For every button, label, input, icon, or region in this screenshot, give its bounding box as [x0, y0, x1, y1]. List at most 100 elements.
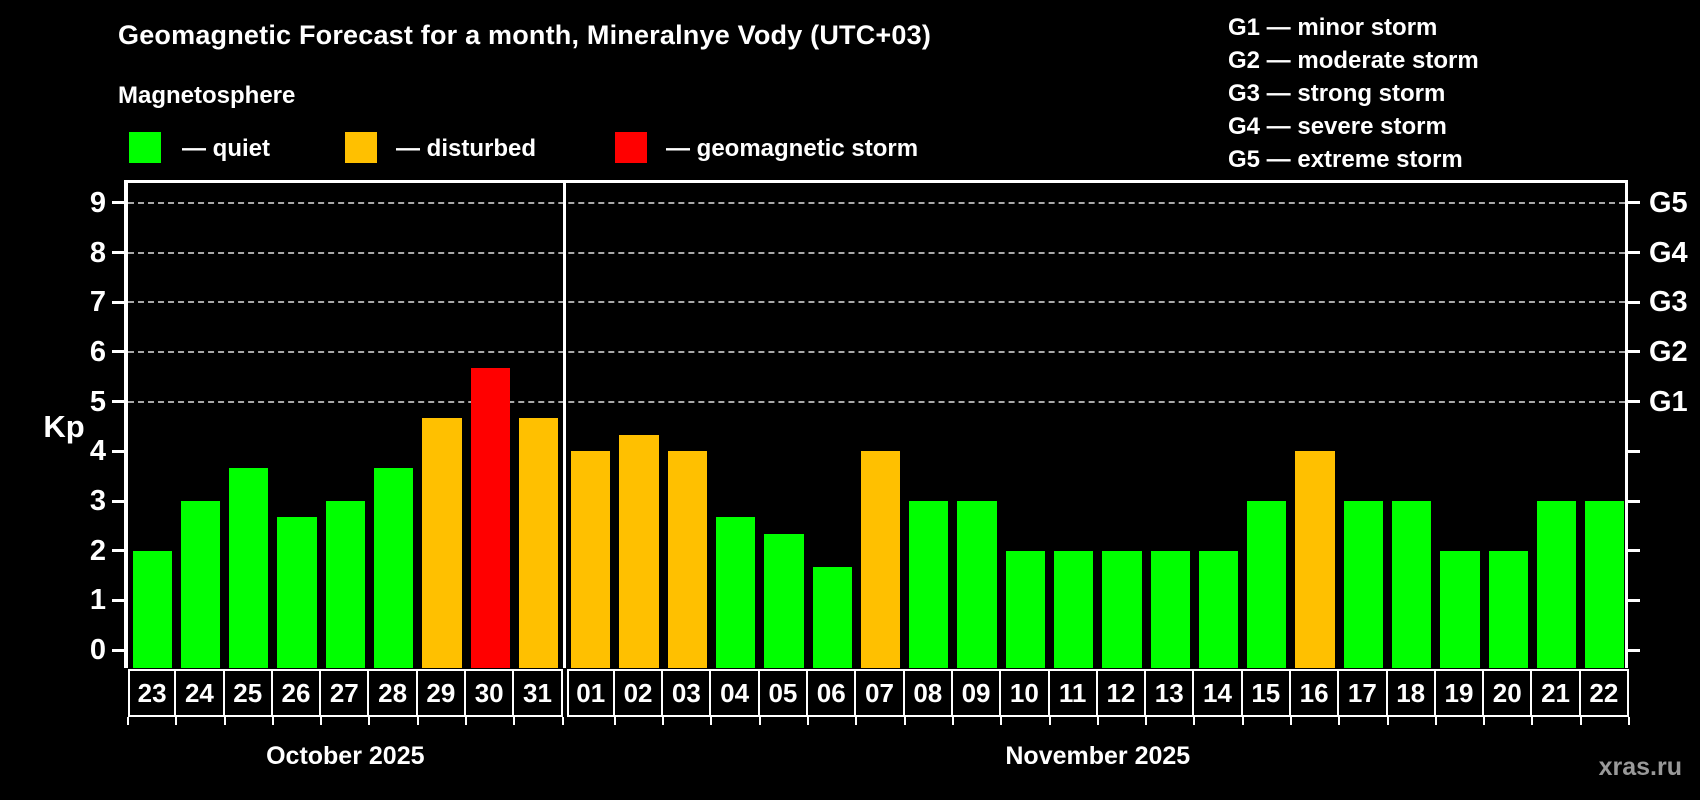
month-label-october: October 2025 [266, 742, 425, 770]
date-cell-02: 02 [612, 669, 664, 717]
gridline [128, 251, 1625, 254]
right-tick [1628, 400, 1640, 404]
kp-bar-31 [518, 418, 559, 668]
g-level-label-G1: G1 [1649, 385, 1688, 418]
bottom-tick [1338, 717, 1341, 725]
month-label-november: November 2025 [1005, 742, 1191, 770]
kp-bar-15 [1247, 501, 1287, 668]
right-tick [1628, 449, 1640, 453]
kp-bar-03 [667, 451, 707, 668]
g-level-label-G4: G4 [1649, 236, 1688, 269]
kp-bar-21 [1536, 501, 1577, 668]
kp-bar-29 [422, 418, 462, 668]
kp-bar-23 [132, 550, 172, 668]
kp-bar-18 [1392, 501, 1432, 668]
bottom-tick [1386, 717, 1389, 725]
right-tick [1628, 251, 1640, 255]
bottom-tick [613, 717, 616, 725]
date-cell-22: 22 [1578, 669, 1629, 717]
date-cell-05: 05 [757, 669, 809, 717]
date-cell-21: 21 [1530, 669, 1581, 717]
month-divider-line [562, 183, 566, 668]
y-tick [112, 549, 124, 553]
gridline [128, 301, 1625, 304]
kp-bar-07 [860, 451, 901, 668]
kp-bar-01 [571, 451, 611, 668]
kp-bar-27 [325, 501, 365, 668]
bottom-tick [1483, 717, 1486, 725]
date-cell-28: 28 [367, 669, 418, 717]
bottom-tick [1145, 717, 1148, 725]
bottom-tick [758, 717, 761, 725]
date-cell-23: 23 [128, 669, 177, 717]
kp-bar-05 [764, 534, 804, 668]
bottom-tick [807, 717, 810, 725]
storm-legend-swatch [615, 132, 647, 163]
date-cell-19: 19 [1433, 669, 1485, 717]
kp-bar-13 [1150, 550, 1190, 668]
right-tick [1628, 549, 1640, 553]
chart-title: Geomagnetic Forecast for a month, Minera… [118, 20, 932, 50]
kp-bar-28 [373, 467, 414, 668]
y-tick-label: 6 [89, 335, 106, 368]
kp-bar-19 [1440, 550, 1480, 668]
bottom-tick [1000, 717, 1003, 725]
y-tick-label: 1 [89, 584, 106, 617]
disturbed-legend-label: — disturbed [396, 135, 537, 162]
kp-bar-04 [715, 517, 756, 668]
y-tick-label: 2 [89, 534, 106, 567]
kp-bar-08 [909, 501, 949, 668]
date-cell-13: 13 [1144, 669, 1195, 717]
gridline [128, 400, 1625, 403]
y-tick [112, 598, 124, 602]
date-cell-03: 03 [661, 669, 712, 717]
kp-bar-12 [1102, 550, 1142, 668]
axis-right [1625, 180, 1628, 668]
y-tick [112, 499, 124, 503]
storm-legend-label: — geomagnetic storm [666, 135, 919, 162]
y-axis-title: Kp [43, 409, 85, 444]
date-cell-07: 07 [854, 669, 905, 717]
bottom-tick [1241, 717, 1244, 725]
kp-bar-11 [1054, 550, 1094, 668]
y-tick [112, 449, 124, 453]
bottom-tick [662, 717, 665, 725]
y-tick-label: 8 [89, 236, 106, 269]
right-tick [1628, 499, 1640, 503]
y-tick-label: 9 [89, 186, 106, 219]
bottom-tick [127, 717, 129, 725]
disturbed-legend-swatch [345, 132, 377, 163]
bottom-tick [1434, 717, 1437, 725]
date-cell-12: 12 [1095, 669, 1147, 717]
kp-bar-25 [229, 467, 269, 668]
y-tick-label: 4 [89, 435, 106, 468]
kp-bar-10 [1005, 550, 1045, 668]
right-tick [1628, 598, 1640, 602]
kp-bar-16 [1295, 451, 1335, 668]
watermark: xras.ru [1598, 753, 1682, 781]
bottom-tick [1628, 717, 1630, 725]
kp-bar-26 [277, 517, 317, 668]
g2-legend-line: G2 — moderate storm [1228, 47, 1479, 74]
y-tick [112, 251, 124, 255]
date-cell-09: 09 [950, 669, 1002, 717]
date-cell-11: 11 [1047, 669, 1098, 717]
date-cell-17: 17 [1337, 669, 1388, 717]
bottom-tick [368, 717, 371, 725]
date-cell-29: 29 [415, 669, 467, 717]
y-tick-label: 0 [89, 634, 106, 667]
bottom-tick [513, 717, 516, 725]
date-cell-25: 25 [222, 669, 273, 717]
g-level-label-G5: G5 [1649, 186, 1688, 219]
y-tick [112, 400, 124, 404]
kp-bar-22 [1585, 501, 1625, 668]
g3-legend-line: G3 — strong storm [1228, 80, 1446, 107]
date-cell-15: 15 [1240, 669, 1291, 717]
chart-subtitle: Magnetosphere [118, 82, 296, 109]
bottom-tick [175, 717, 178, 725]
date-cell-14: 14 [1192, 669, 1243, 717]
bottom-tick [855, 717, 858, 725]
g-level-label-G2: G2 [1649, 335, 1688, 368]
date-cell-26: 26 [270, 669, 322, 717]
kp-bar-02 [619, 434, 659, 668]
